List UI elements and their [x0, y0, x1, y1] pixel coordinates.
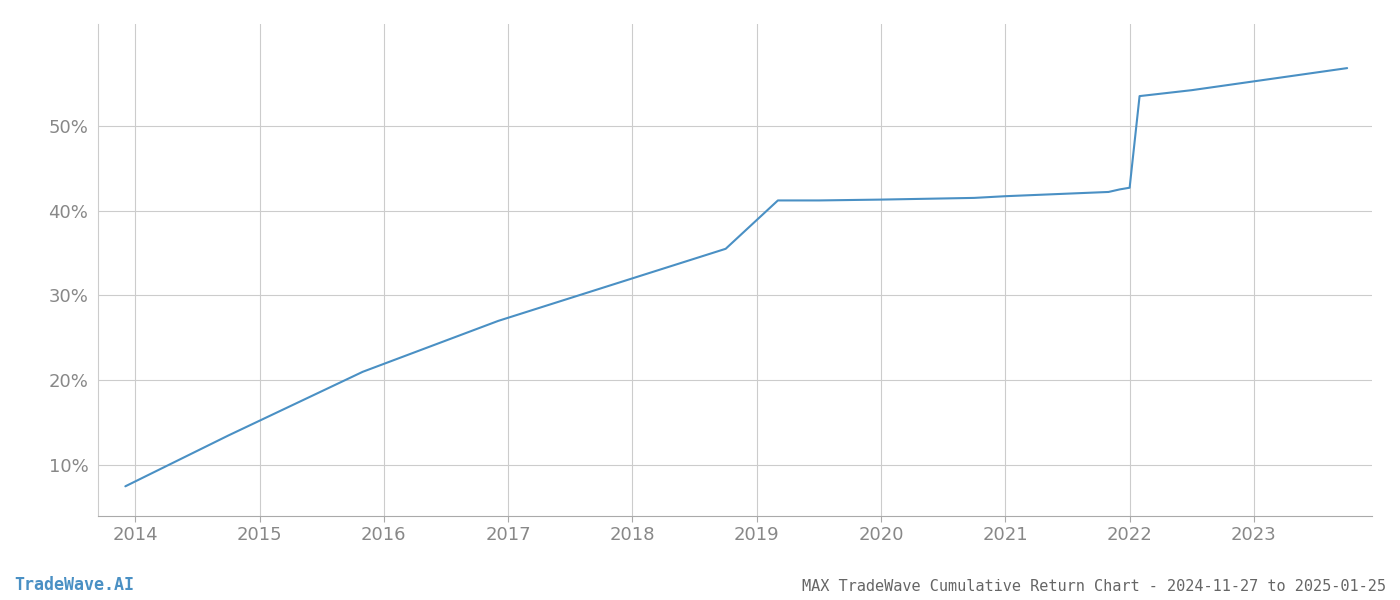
- Text: TradeWave.AI: TradeWave.AI: [14, 576, 134, 594]
- Text: MAX TradeWave Cumulative Return Chart - 2024-11-27 to 2025-01-25: MAX TradeWave Cumulative Return Chart - …: [802, 579, 1386, 594]
